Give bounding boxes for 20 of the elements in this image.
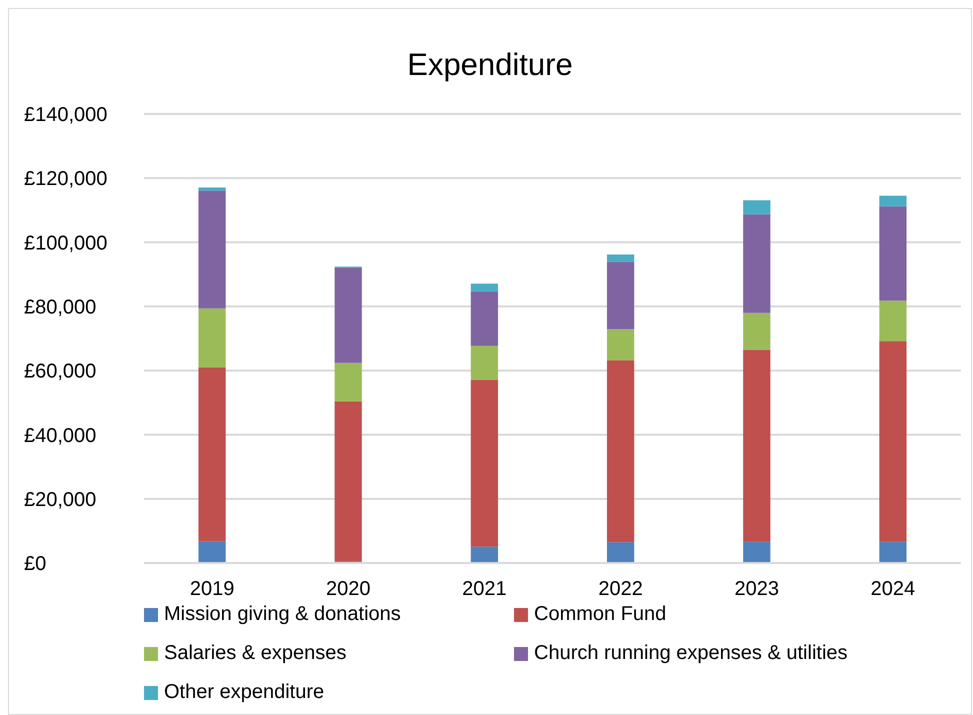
- y-tick-label: £100,000: [24, 232, 108, 254]
- y-tick-label: £20,000: [24, 488, 96, 511]
- y-tick-label: £120,000: [24, 168, 108, 190]
- y-tick-label: £140,000: [24, 104, 108, 126]
- y-tick-label: £80,000: [24, 296, 96, 319]
- x-tick-label: 2023: [734, 578, 779, 600]
- legend-label: Salaries & expenses: [164, 642, 346, 665]
- legend-label: Common Fund: [534, 603, 666, 626]
- legend-label: Other expenditure: [164, 681, 324, 704]
- y-tick-label: £40,000: [24, 424, 96, 447]
- x-tick-label: 2020: [326, 578, 370, 600]
- legend-label: Mission giving & donations: [164, 603, 401, 626]
- x-tick-label: 2021: [462, 578, 507, 600]
- y-tick-label: £60,000: [24, 360, 96, 383]
- y-tick-label: £0: [24, 553, 46, 576]
- x-tick-label: 2024: [870, 578, 916, 600]
- legend-label: Church running expenses & utilities: [534, 642, 848, 665]
- chart-title: Expenditure: [406, 47, 574, 83]
- x-tick-label: 2022: [598, 578, 643, 600]
- x-tick-label: 2019: [190, 578, 234, 600]
